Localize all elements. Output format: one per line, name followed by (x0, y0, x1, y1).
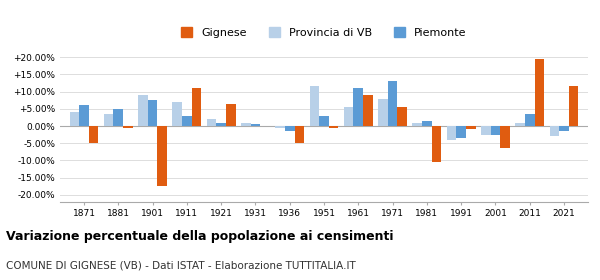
Bar (412, 123, 422, 126)
Bar (113, 109, 123, 126)
Bar (79, 105, 89, 126)
Bar (319, 116, 329, 126)
Bar (226, 104, 236, 126)
Bar (70, 112, 79, 126)
Bar (447, 126, 457, 140)
Bar (559, 126, 569, 131)
Bar (481, 126, 491, 135)
Bar (353, 88, 363, 126)
Bar (138, 95, 148, 126)
Bar (388, 81, 397, 126)
Bar (310, 87, 319, 126)
Bar (344, 107, 353, 126)
Bar (422, 121, 431, 126)
Bar (217, 123, 226, 126)
Bar (182, 116, 191, 126)
Bar (431, 126, 441, 162)
Bar (569, 87, 578, 126)
Bar (457, 126, 466, 138)
Bar (329, 126, 338, 128)
Bar (172, 102, 182, 126)
Bar (295, 126, 304, 143)
Bar (525, 114, 535, 126)
Text: COMUNE DI GIGNESE (VB) - Dati ISTAT - Elaborazione TUTTITALIA.IT: COMUNE DI GIGNESE (VB) - Dati ISTAT - El… (6, 260, 356, 270)
Bar (515, 123, 525, 126)
Bar (397, 107, 407, 126)
Bar (285, 126, 295, 131)
Bar (251, 124, 260, 126)
Bar (157, 126, 167, 186)
Bar (89, 126, 98, 143)
Legend: Gignese, Provincia di VB, Piemonte: Gignese, Provincia di VB, Piemonte (177, 23, 471, 42)
Bar (191, 88, 201, 126)
Bar (491, 126, 500, 135)
Bar (363, 95, 373, 126)
Bar (148, 100, 157, 126)
Bar (275, 126, 285, 128)
Bar (207, 119, 217, 126)
Bar (123, 126, 133, 128)
Bar (241, 123, 251, 126)
Bar (500, 126, 510, 148)
Bar (378, 99, 388, 126)
Bar (535, 59, 544, 126)
Text: Variazione percentuale della popolazione ai censimenti: Variazione percentuale della popolazione… (6, 230, 394, 242)
Bar (550, 126, 559, 136)
Bar (466, 126, 476, 129)
Bar (104, 114, 113, 126)
